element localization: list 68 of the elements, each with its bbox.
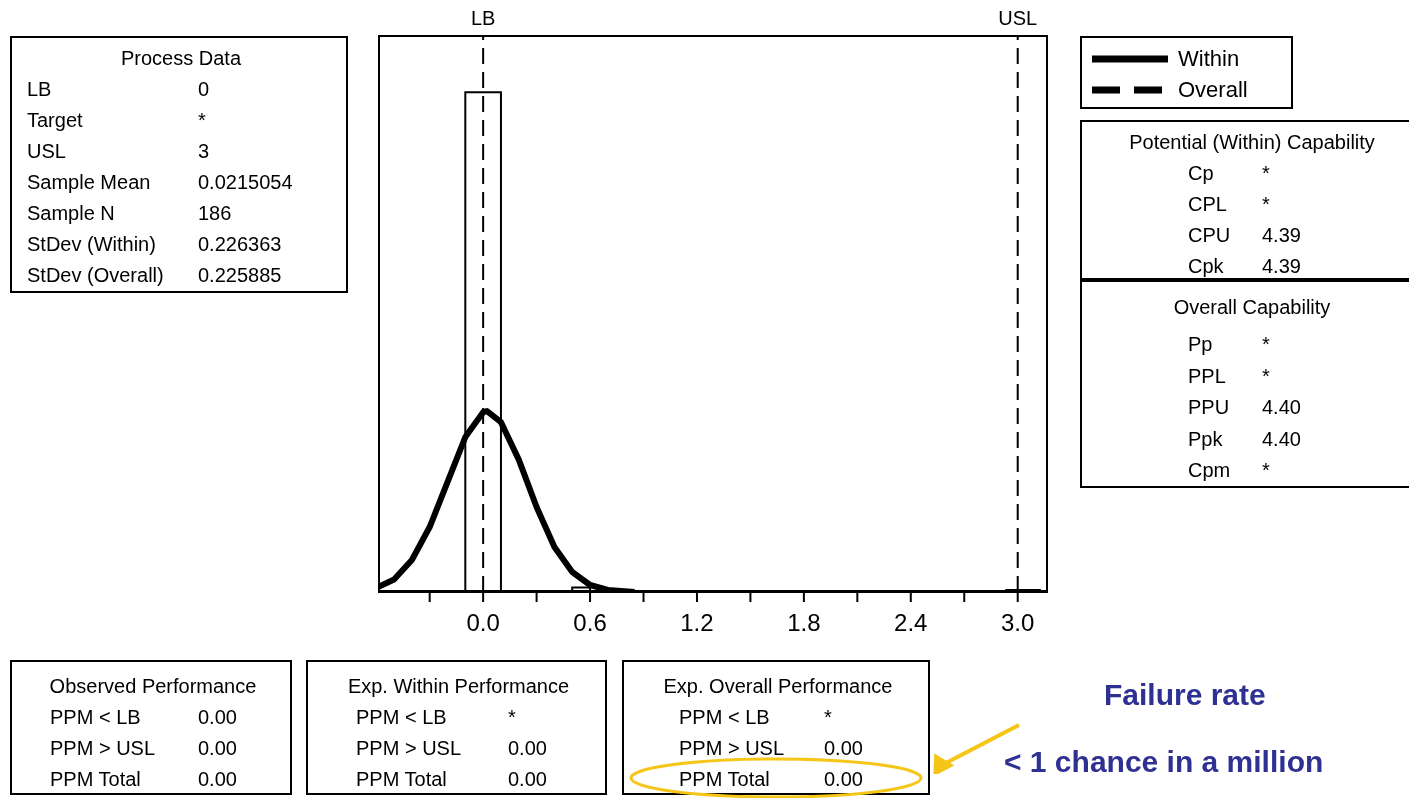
- text: 0.00: [508, 768, 547, 790]
- text: StDev (Overall): [27, 264, 164, 286]
- text: Sample N: [27, 202, 115, 224]
- text: *: [1262, 364, 1270, 387]
- text: PPU: [1188, 396, 1230, 418]
- x-tick-label: 1.2: [680, 609, 714, 637]
- text: PPM > USL: [679, 737, 785, 759]
- text: Overall Capability: [1172, 296, 1332, 318]
- text: 0.00: [508, 737, 547, 759]
- text: Cpm: [1188, 459, 1231, 481]
- text: PPM < LB: [679, 706, 770, 728]
- text: CPU: [1188, 224, 1231, 246]
- text: 0.225885: [198, 264, 282, 286]
- x-tick-label: 0.6: [573, 609, 607, 637]
- text: PPM < LB: [50, 706, 141, 728]
- text: Sample Mean: [27, 171, 151, 193]
- text: Exp. Within Performance: [346, 675, 571, 697]
- text: 4.40: [1262, 396, 1301, 418]
- text: Failure rate: [1104, 677, 1266, 713]
- text: USL: [27, 140, 66, 162]
- text: Ppk: [1188, 427, 1223, 450]
- text: *: [1262, 193, 1270, 215]
- text: Exp. Overall Performance: [662, 675, 894, 697]
- text: *: [824, 706, 832, 728]
- text: PPM Total: [679, 768, 770, 790]
- text: *: [1262, 333, 1270, 355]
- text: Cpk: [1188, 255, 1224, 277]
- text: StDev (Within): [27, 233, 156, 255]
- x-tick-label: 0.0: [466, 609, 500, 637]
- text: 0: [198, 78, 210, 100]
- text: *: [1262, 459, 1270, 481]
- text: 0.226363: [198, 233, 282, 255]
- text: PPM < LB: [356, 706, 447, 728]
- text: Process Data: [119, 47, 243, 69]
- x-tick-label: 2.4: [894, 609, 928, 637]
- text: *: [508, 706, 516, 728]
- text: PPM > USL: [50, 737, 156, 759]
- text: LB: [27, 78, 52, 100]
- text: 0.00: [824, 737, 863, 759]
- text: 4.40: [1262, 427, 1301, 450]
- x-tick-label: 1.8: [787, 609, 821, 637]
- text: 0.00: [198, 768, 237, 790]
- text: *: [1262, 162, 1270, 184]
- text: 0.0215054: [198, 171, 293, 193]
- text: Potential (Within) Capability: [1128, 131, 1376, 153]
- text: Cp: [1188, 162, 1214, 184]
- legend-label: Within: [1178, 46, 1240, 72]
- x-tick-label: 3.0: [1001, 609, 1035, 637]
- text: 4.39: [1262, 255, 1301, 277]
- text: Observed Performance: [48, 675, 258, 697]
- text: 0.00: [198, 737, 237, 759]
- text: PPL: [1188, 364, 1226, 387]
- legend-label: Overall: [1178, 77, 1248, 103]
- text: Target: [27, 109, 83, 131]
- text: Pp: [1188, 333, 1213, 355]
- text: PPM > USL: [356, 737, 462, 759]
- text: 3: [198, 140, 210, 162]
- ref-line-label: USL: [998, 7, 1038, 29]
- text: 0.00: [824, 768, 863, 790]
- text: 0.00: [198, 706, 237, 728]
- text: 4.39: [1262, 224, 1301, 246]
- text: 186: [198, 202, 232, 224]
- text: < 1 chance in a million: [1004, 744, 1324, 780]
- ref-line-label: LB: [470, 7, 496, 29]
- text: CPL: [1188, 193, 1227, 215]
- text: *: [198, 109, 206, 131]
- text: PPM Total: [50, 768, 141, 790]
- text: PPM Total: [356, 768, 447, 790]
